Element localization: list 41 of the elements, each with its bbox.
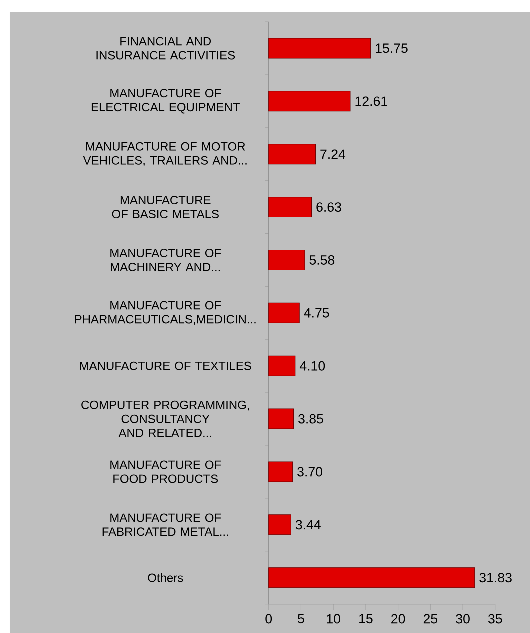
- data-label: 4.75: [304, 308, 330, 318]
- data-label: 7.24: [320, 150, 346, 160]
- data-label: 15.75: [376, 44, 408, 54]
- y-tick-label: MANUFACTURE OF ELECTRICAL EQUIPMENT: [92, 89, 240, 114]
- y-tick-label: MANUFACTURE OF MACHINERY AND...: [110, 248, 221, 272]
- bar: [268, 144, 316, 165]
- data-label: 3.85: [298, 414, 324, 424]
- data-label: 3.44: [296, 520, 321, 530]
- data-label: 6.63: [316, 202, 342, 212]
- y-tick-label: MANUFACTURE OF PHARMACEUTICALS,MEDICIN...: [75, 301, 256, 326]
- x-tick-label: 5: [298, 614, 304, 624]
- x-tick-label: 30: [456, 614, 470, 624]
- data-label: 12.61: [356, 96, 388, 106]
- bar: [268, 250, 306, 270]
- bar: [268, 91, 351, 112]
- bar: [268, 302, 300, 324]
- bar: [268, 197, 312, 218]
- y-tick-label: MANUFACTURE OF FABRICATED METAL...: [102, 514, 228, 536]
- y-tick-label: MANUFACTURE OF FOOD PRODUCTS: [110, 460, 221, 484]
- bar: [268, 568, 475, 588]
- data-label: 4.10: [300, 361, 325, 371]
- y-tick-label: Others: [148, 573, 183, 582]
- y-tick-label: FINANCIAL AND INSURANCE ACTIVITIES: [96, 37, 235, 60]
- data-label: 5.58: [310, 256, 334, 265]
- y-tick-label: MANUFACTURE OF MOTOR VEHICLES, TRAILERS AND...: [83, 142, 247, 166]
- x-tick-label: 35: [488, 614, 502, 624]
- x-tick-label: 20: [391, 614, 406, 624]
- bar: [268, 514, 292, 536]
- data-label: 31.83: [479, 573, 512, 583]
- bar: [268, 356, 296, 376]
- bar: [268, 408, 294, 430]
- bar: [268, 38, 371, 59]
- x-tick-label: 25: [424, 614, 438, 624]
- data-label: 3.70: [297, 467, 322, 477]
- x-tick-label: 10: [327, 614, 340, 624]
- y-tick-label: MANUFACTURE OF TEXTILES: [80, 362, 252, 370]
- bar: [268, 462, 293, 482]
- y-tick-label: COMPUTER PROGRAMMING, CONSULTANCY AND RELATED...: [81, 400, 249, 438]
- x-tick-label: 15: [359, 614, 373, 624]
- y-tick-label: MANUFACTURE OF BASIC METALS: [112, 196, 219, 219]
- x-tick-label: 0: [265, 614, 272, 624]
